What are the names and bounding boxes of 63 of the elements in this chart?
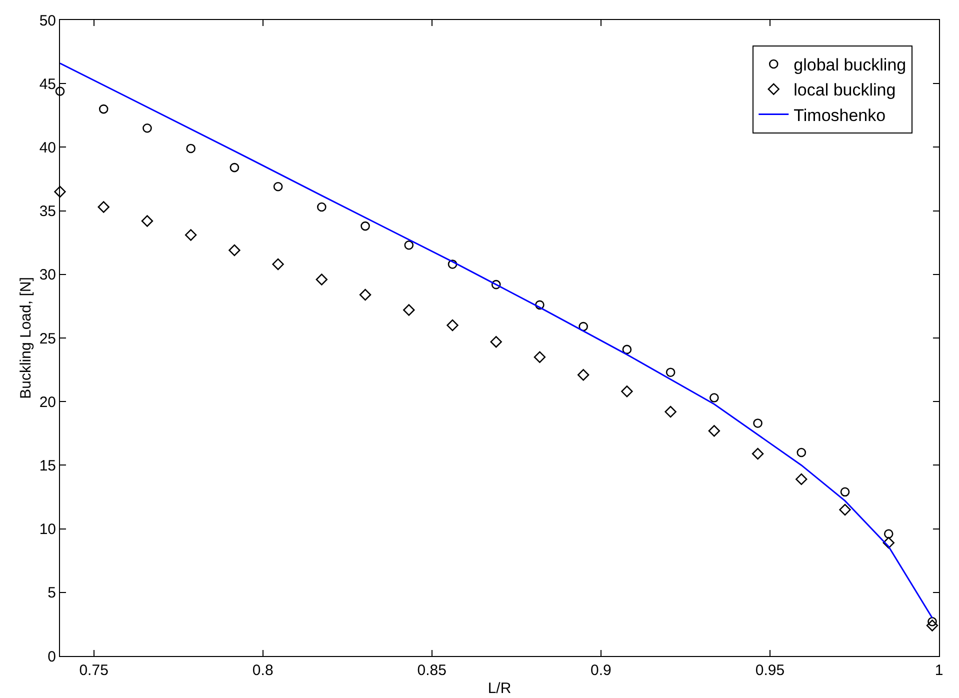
y-tick-label: 5 (48, 584, 56, 602)
point (142, 123, 152, 133)
point (666, 368, 676, 377)
point (752, 448, 764, 460)
point (317, 202, 326, 212)
x-tick-label: 0.85 (417, 662, 446, 679)
y-tick-label: 10 (39, 521, 56, 538)
point (534, 351, 546, 363)
point (359, 288, 372, 301)
point (316, 274, 328, 286)
point (273, 182, 283, 192)
y-tick-label: 35 (39, 203, 56, 220)
y-tick-label: 15 (39, 457, 56, 474)
point (710, 393, 719, 402)
y-tick-label: 30 (39, 266, 56, 284)
y-tick-label: 25 (39, 330, 56, 348)
x-tick-label: 0.75 (79, 662, 108, 679)
legend-label: global buckling (794, 56, 906, 75)
legend-label: local buckling (794, 80, 896, 100)
point (840, 487, 850, 497)
y-tick-label: 20 (39, 394, 56, 411)
point (839, 504, 851, 516)
point (184, 229, 197, 241)
point (664, 406, 676, 418)
point (360, 221, 370, 231)
point (490, 336, 502, 348)
point (404, 240, 414, 250)
point (55, 86, 65, 96)
point (186, 144, 196, 154)
x-tick-label: 0.8 (252, 662, 274, 679)
point (98, 104, 108, 114)
point (753, 418, 762, 428)
y-tick-label: 50 (39, 12, 56, 30)
point (577, 369, 590, 381)
x-tick-label: 0.95 (755, 662, 785, 679)
point (796, 448, 806, 458)
point (796, 473, 808, 486)
point (228, 244, 240, 256)
y-tick-label: 0 (48, 648, 56, 666)
y-axis-title: Buckling Load, [N] (18, 277, 35, 399)
point (926, 620, 938, 632)
point (272, 258, 284, 270)
point (491, 280, 501, 290)
point (535, 300, 544, 310)
point (578, 322, 588, 332)
point (622, 344, 632, 354)
point (884, 529, 894, 539)
y-tick-label: 40 (39, 139, 56, 156)
y-tick-label: 45 (39, 76, 56, 93)
x-tick-label: 0.9 (590, 662, 612, 679)
point (446, 319, 458, 332)
legend-label: Timoshenko (794, 106, 886, 125)
point (141, 215, 154, 227)
x-tick-label: 1 (934, 662, 944, 679)
point (403, 304, 415, 316)
point (708, 425, 720, 437)
point (882, 536, 894, 549)
point (230, 162, 240, 172)
point (621, 386, 633, 398)
point (54, 186, 66, 198)
point (448, 260, 458, 269)
x-axis-title: L/R (488, 680, 512, 697)
point (98, 201, 110, 213)
